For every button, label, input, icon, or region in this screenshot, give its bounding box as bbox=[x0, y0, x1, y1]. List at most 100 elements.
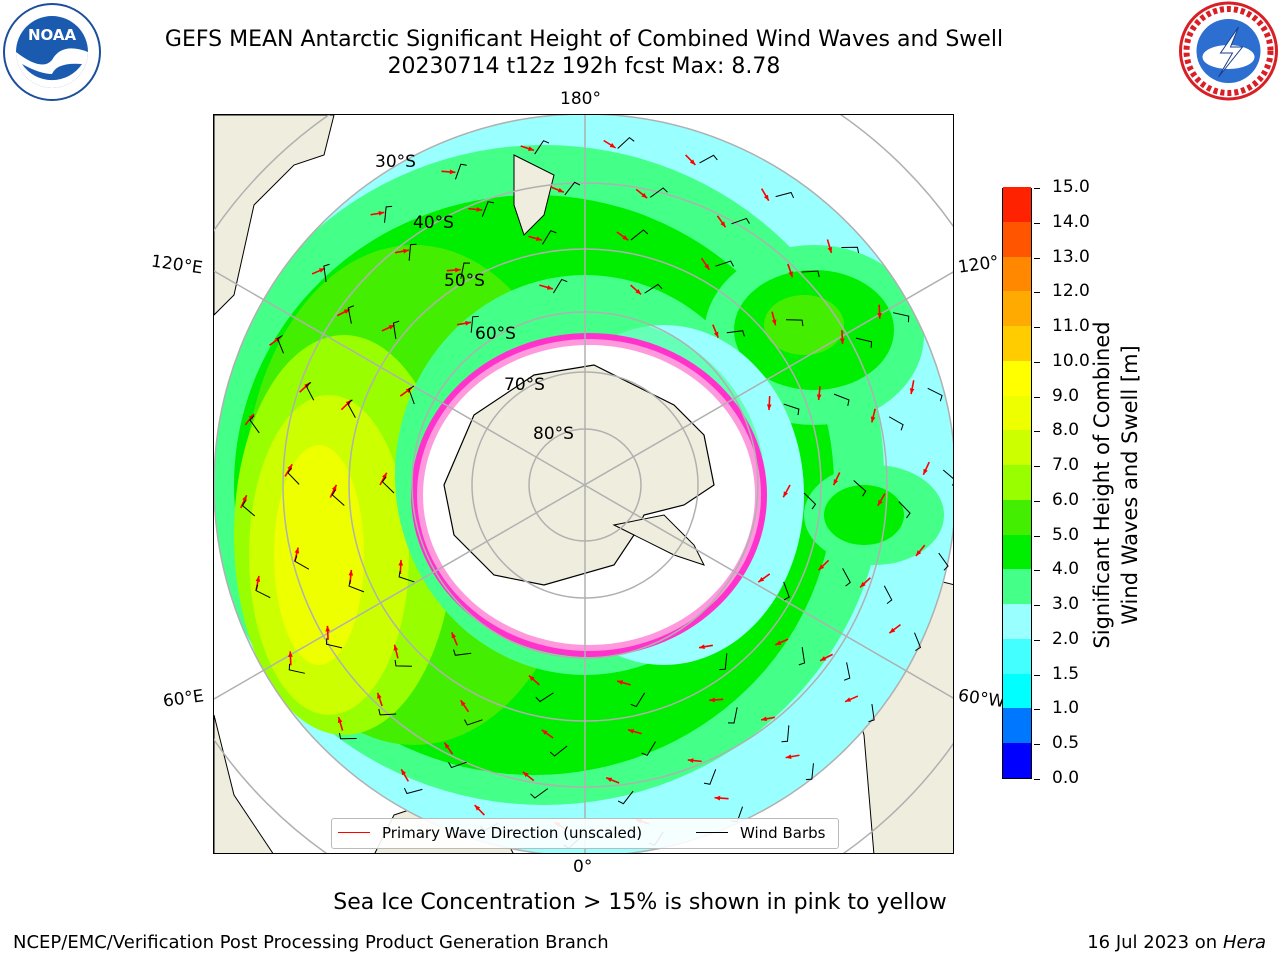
wind-barb bbox=[347, 305, 354, 324]
wave-direction-legend-line bbox=[338, 832, 370, 833]
wave-arrow-head bbox=[788, 271, 793, 278]
wind-barb bbox=[699, 154, 718, 164]
colorbar-segment bbox=[1003, 256, 1031, 292]
colorbar-tick-label: 13.0 bbox=[1052, 246, 1090, 267]
colorbar-segment bbox=[1003, 186, 1031, 222]
wave-arrow-head bbox=[818, 564, 825, 571]
colorbar-title-line2: Wind Waves and Swell [m] bbox=[1118, 345, 1142, 625]
wind-barb bbox=[448, 761, 467, 769]
polar-map-canvas bbox=[214, 115, 953, 853]
colorbar-segment bbox=[1003, 534, 1031, 570]
lat-label-70s: 70°S bbox=[504, 375, 545, 395]
colorbar-tick-label: 10.0 bbox=[1052, 350, 1090, 371]
wind-barb bbox=[617, 136, 635, 149]
wind-barb bbox=[460, 262, 470, 279]
wind-barb bbox=[630, 692, 646, 708]
wave-arrow-head bbox=[766, 404, 772, 411]
wave-arrow-head bbox=[860, 581, 866, 588]
wind-barb bbox=[408, 243, 417, 261]
wave-arrow-head bbox=[870, 416, 876, 423]
wind-barb bbox=[542, 230, 557, 245]
wind-barb bbox=[728, 707, 738, 724]
wind-barb bbox=[534, 140, 550, 155]
wave-arrow-head bbox=[709, 697, 715, 703]
wave-arrow-head bbox=[331, 484, 337, 491]
wave-arrow-head bbox=[758, 576, 765, 583]
chart-title: GEFS MEAN Antarctic Significant Height o… bbox=[164, 27, 1004, 52]
wind-barb bbox=[347, 399, 356, 418]
lat-label-30s: 30°S bbox=[375, 152, 416, 172]
wave-arrow-head bbox=[827, 246, 833, 253]
wind-barb bbox=[805, 763, 814, 781]
nws-logo bbox=[1179, 1, 1278, 101]
colorbar-segment bbox=[1003, 708, 1031, 744]
wave-arrow-head bbox=[255, 575, 261, 582]
lon-label-60w: 60°W bbox=[956, 685, 1007, 713]
wave-arrow-head bbox=[393, 644, 399, 651]
wave-arrow-head bbox=[763, 194, 769, 201]
polar-map bbox=[213, 114, 954, 854]
colorbar-tick bbox=[1034, 361, 1040, 363]
footer-date: 16 Jul 2023 on Hera bbox=[1087, 932, 1266, 953]
wave-arrow-head bbox=[713, 331, 719, 338]
wind-barb bbox=[649, 187, 668, 198]
colorbar-segment bbox=[1003, 221, 1031, 257]
wave-arrow-head bbox=[775, 640, 782, 645]
colorbar-segment bbox=[1003, 638, 1031, 674]
wind-barb bbox=[331, 489, 345, 506]
wave-arrow-head bbox=[617, 680, 624, 685]
wind-barb bbox=[378, 708, 397, 716]
wave-arrow-head bbox=[785, 754, 792, 759]
colorbar-tick-label: 8.0 bbox=[1052, 420, 1080, 441]
wind-barb bbox=[803, 492, 817, 510]
wave-arrow-head bbox=[325, 625, 331, 632]
wind-barb bbox=[855, 337, 873, 348]
wave-arrow-head bbox=[474, 805, 481, 811]
colorbar-segment bbox=[1003, 429, 1031, 466]
map-legend: Primary Wave Direction (unscaled) Wind B… bbox=[331, 818, 839, 849]
wave-arrow-head bbox=[377, 692, 382, 699]
lon-label-120w: 120° bbox=[956, 252, 1001, 278]
wave-arrow-head bbox=[522, 771, 529, 778]
wave-arrow-head bbox=[401, 769, 407, 776]
colorbar-tick bbox=[1034, 674, 1040, 676]
wave-arrow-head bbox=[845, 697, 852, 702]
wave-arrow-head bbox=[557, 187, 564, 193]
wave-arrow-head bbox=[783, 491, 788, 498]
wave-arrow-head bbox=[687, 758, 694, 763]
antarctic-peninsula-land bbox=[612, 514, 705, 566]
wind-barb bbox=[381, 476, 395, 494]
colorbar-tick bbox=[1034, 570, 1040, 572]
wind-barb bbox=[384, 205, 393, 223]
colorbar-tick-label: 1.5 bbox=[1052, 663, 1080, 684]
wind-barb bbox=[801, 270, 820, 278]
wave-arrow-head bbox=[699, 644, 705, 650]
wind-barb bbox=[715, 260, 734, 267]
colorbar-tick-label: 4.0 bbox=[1052, 559, 1080, 580]
colorbar-tick-label: 0.5 bbox=[1052, 733, 1080, 754]
wind-barb bbox=[786, 319, 804, 327]
wind-barb bbox=[305, 382, 315, 401]
colorbar-tick bbox=[1034, 605, 1040, 607]
wave-arrow-head bbox=[528, 146, 535, 151]
wave-arrow-head bbox=[378, 211, 385, 216]
wind-barb bbox=[294, 555, 310, 570]
wind-barb bbox=[241, 500, 256, 517]
wave-arrow-head bbox=[405, 387, 412, 394]
wind-barb bbox=[898, 501, 911, 519]
colorbar-tick-label: 3.0 bbox=[1052, 594, 1080, 615]
colorbar-segment bbox=[1003, 603, 1031, 639]
wave-arrow-head bbox=[451, 632, 457, 639]
wave-arrow-head bbox=[720, 221, 726, 228]
wind-barb bbox=[841, 246, 860, 254]
wind-barbs-legend-label: Wind Barbs bbox=[740, 824, 826, 842]
wave-arrow-head bbox=[923, 468, 928, 475]
wave-arrow-head bbox=[398, 559, 404, 566]
wind-barb bbox=[888, 416, 904, 431]
wind-barb bbox=[927, 387, 943, 402]
colorbar-tick bbox=[1034, 639, 1040, 641]
wind-barb bbox=[323, 263, 330, 282]
wind-barb bbox=[564, 181, 581, 196]
wind-barb bbox=[481, 201, 495, 217]
colorbar-tick-label: 6.0 bbox=[1052, 489, 1080, 510]
